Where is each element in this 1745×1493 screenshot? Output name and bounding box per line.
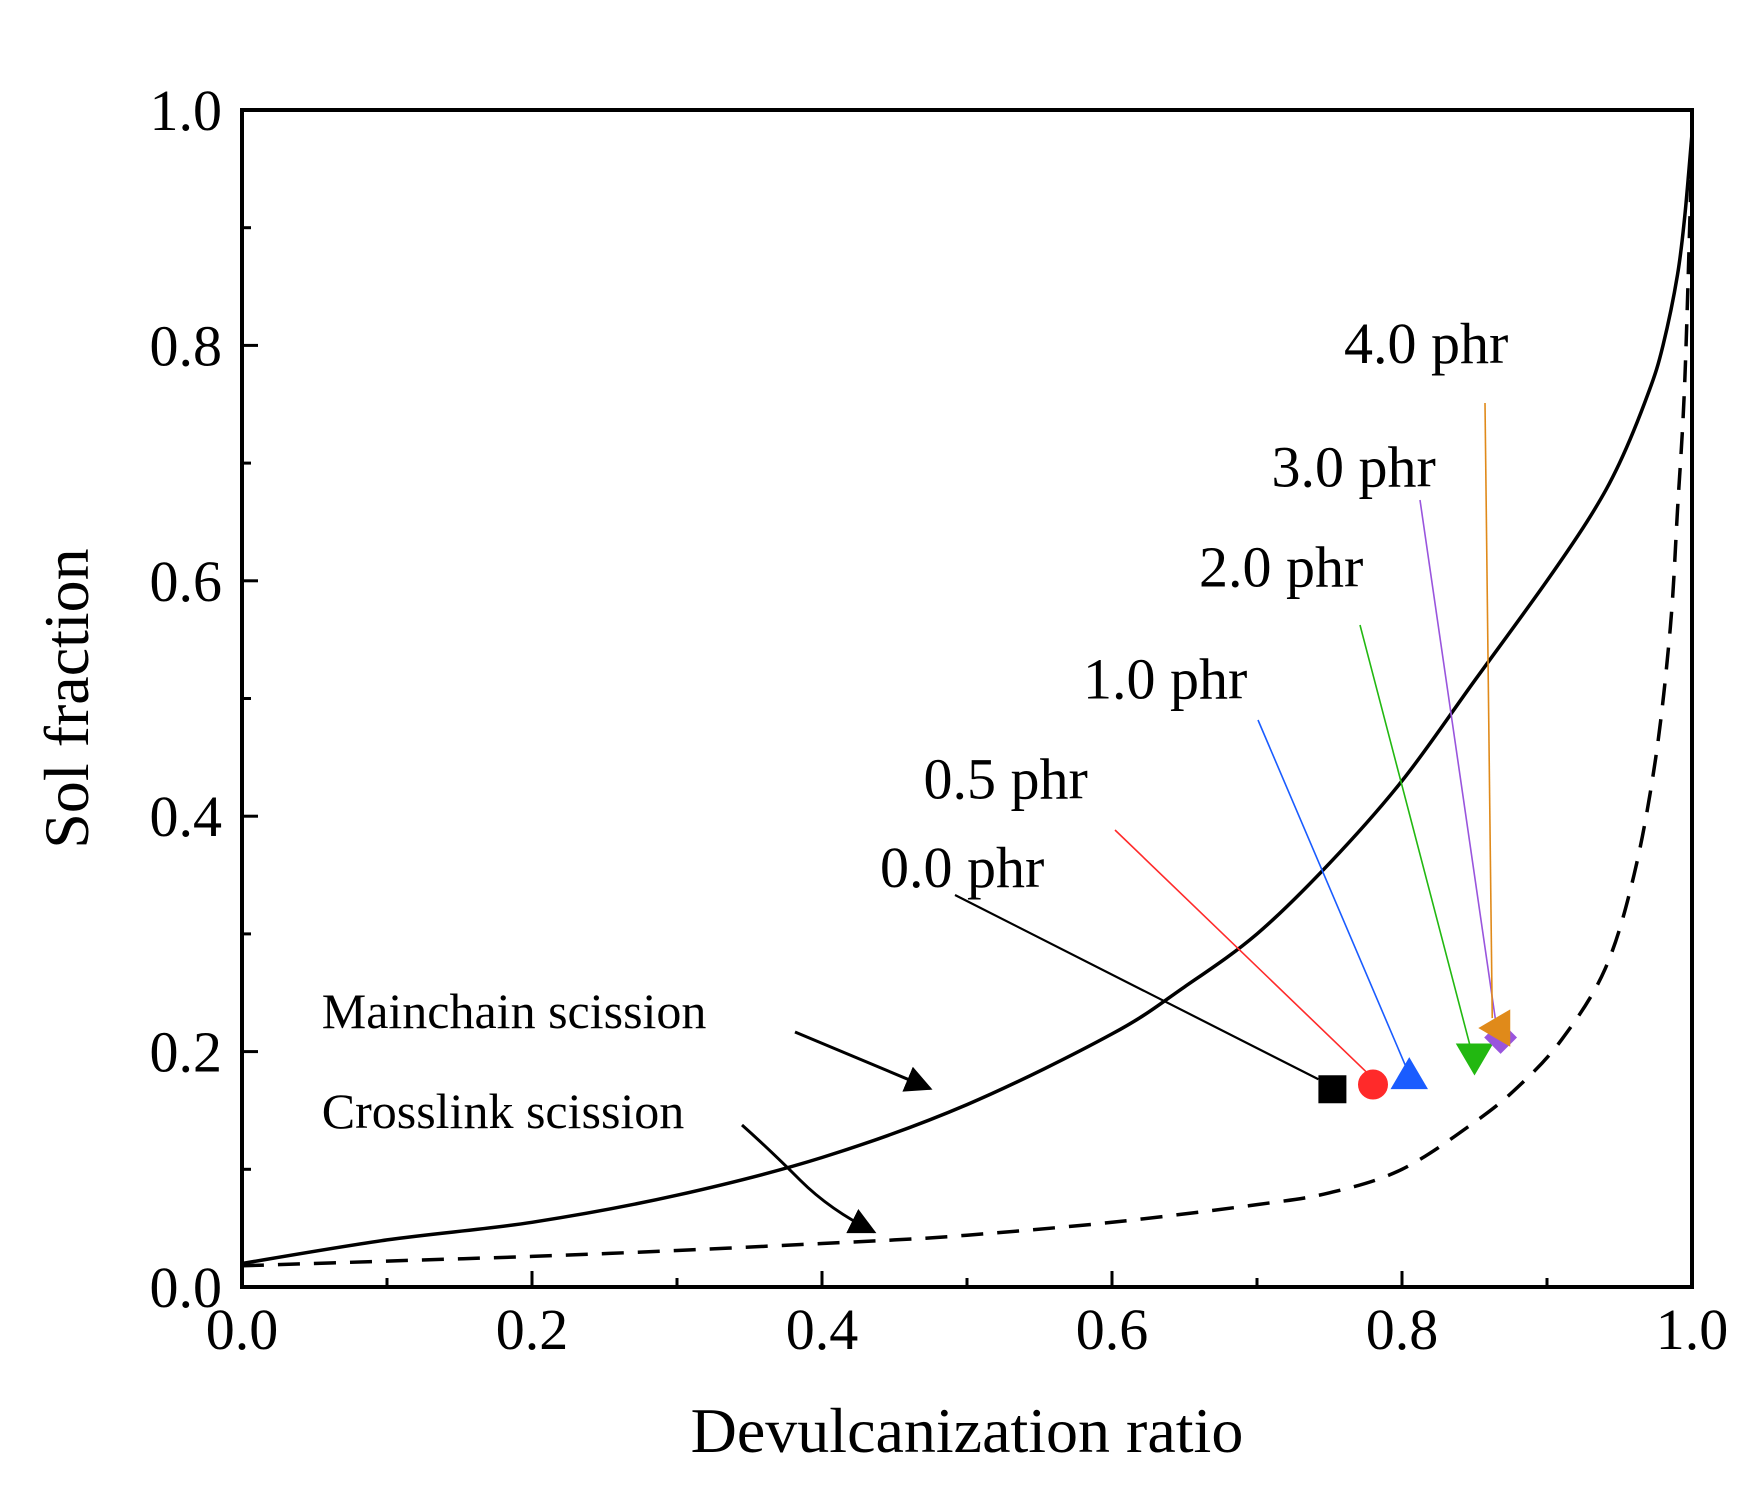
crosslink-scission-label: Crosslink scission [322, 1083, 685, 1139]
crosslink-scission-curve [241, 145, 1694, 1268]
leader-line [1114, 829, 1370, 1076]
leader-line [1419, 499, 1498, 1028]
annotations-layer: 0.0 phr 0.5 phr 1.0 phr 2.0 phr 3.0 phr 4.0 p… [322, 311, 1508, 1234]
point-label: 0.5 phr [924, 747, 1088, 812]
y-tick-label: 0.8 [150, 313, 223, 378]
leader-line [1359, 624, 1472, 1048]
marker-square [1318, 1075, 1347, 1104]
marker-triangle-left [1478, 1009, 1511, 1047]
x-tick-label: 0.0 [206, 1297, 279, 1362]
point-label: 3.0 phr [1272, 435, 1436, 500]
leader-lines-layer [954, 402, 1498, 1081]
y-tick-label: 1.0 [150, 78, 223, 143]
point-label: 2.0 phr [1199, 535, 1363, 600]
y-tick-label: 0.0 [150, 1255, 223, 1320]
x-tick-label: 0.8 [1366, 1297, 1439, 1362]
marker-circle [1358, 1069, 1388, 1100]
marker-triangle-down [1455, 1043, 1494, 1076]
leader-line [954, 894, 1319, 1081]
x-tick-label: 0.6 [1076, 1297, 1149, 1362]
point-label: 0.0 phr [880, 835, 1044, 900]
leader-line [1484, 402, 1494, 1019]
point-label: 4.0 phr [1344, 311, 1508, 376]
y-tick-label: 0.4 [150, 784, 223, 849]
mainchain-arrow [794, 1030, 933, 1092]
x-axis-title: Devulcanization ratio [691, 1395, 1244, 1466]
y-tick-label: 0.6 [150, 549, 223, 614]
markers-layer [1318, 1009, 1518, 1104]
x-tick-label: 1.0 [1656, 1297, 1729, 1362]
y-axis-title: Sol fraction [31, 548, 102, 848]
crosslink-arrow [741, 1123, 877, 1234]
axes-layer: 0.0 0.2 0.4 0.6 0.8 1.0 0.0 0.2 0.4 0.6 0.8 1.0 [150, 78, 1729, 1362]
point-label: 1.0 phr [1083, 647, 1247, 712]
mainchain-scission-label: Mainchain scission [322, 983, 707, 1039]
marker-triangle-up [1390, 1057, 1428, 1090]
mainchain-scission-curve [241, 133, 1694, 1266]
leader-line [1257, 719, 1406, 1066]
x-tick-label: 0.4 [786, 1297, 859, 1362]
curves-layer [241, 133, 1694, 1268]
y-tick-label: 0.2 [150, 1020, 223, 1085]
x-tick-label: 0.2 [496, 1297, 569, 1362]
